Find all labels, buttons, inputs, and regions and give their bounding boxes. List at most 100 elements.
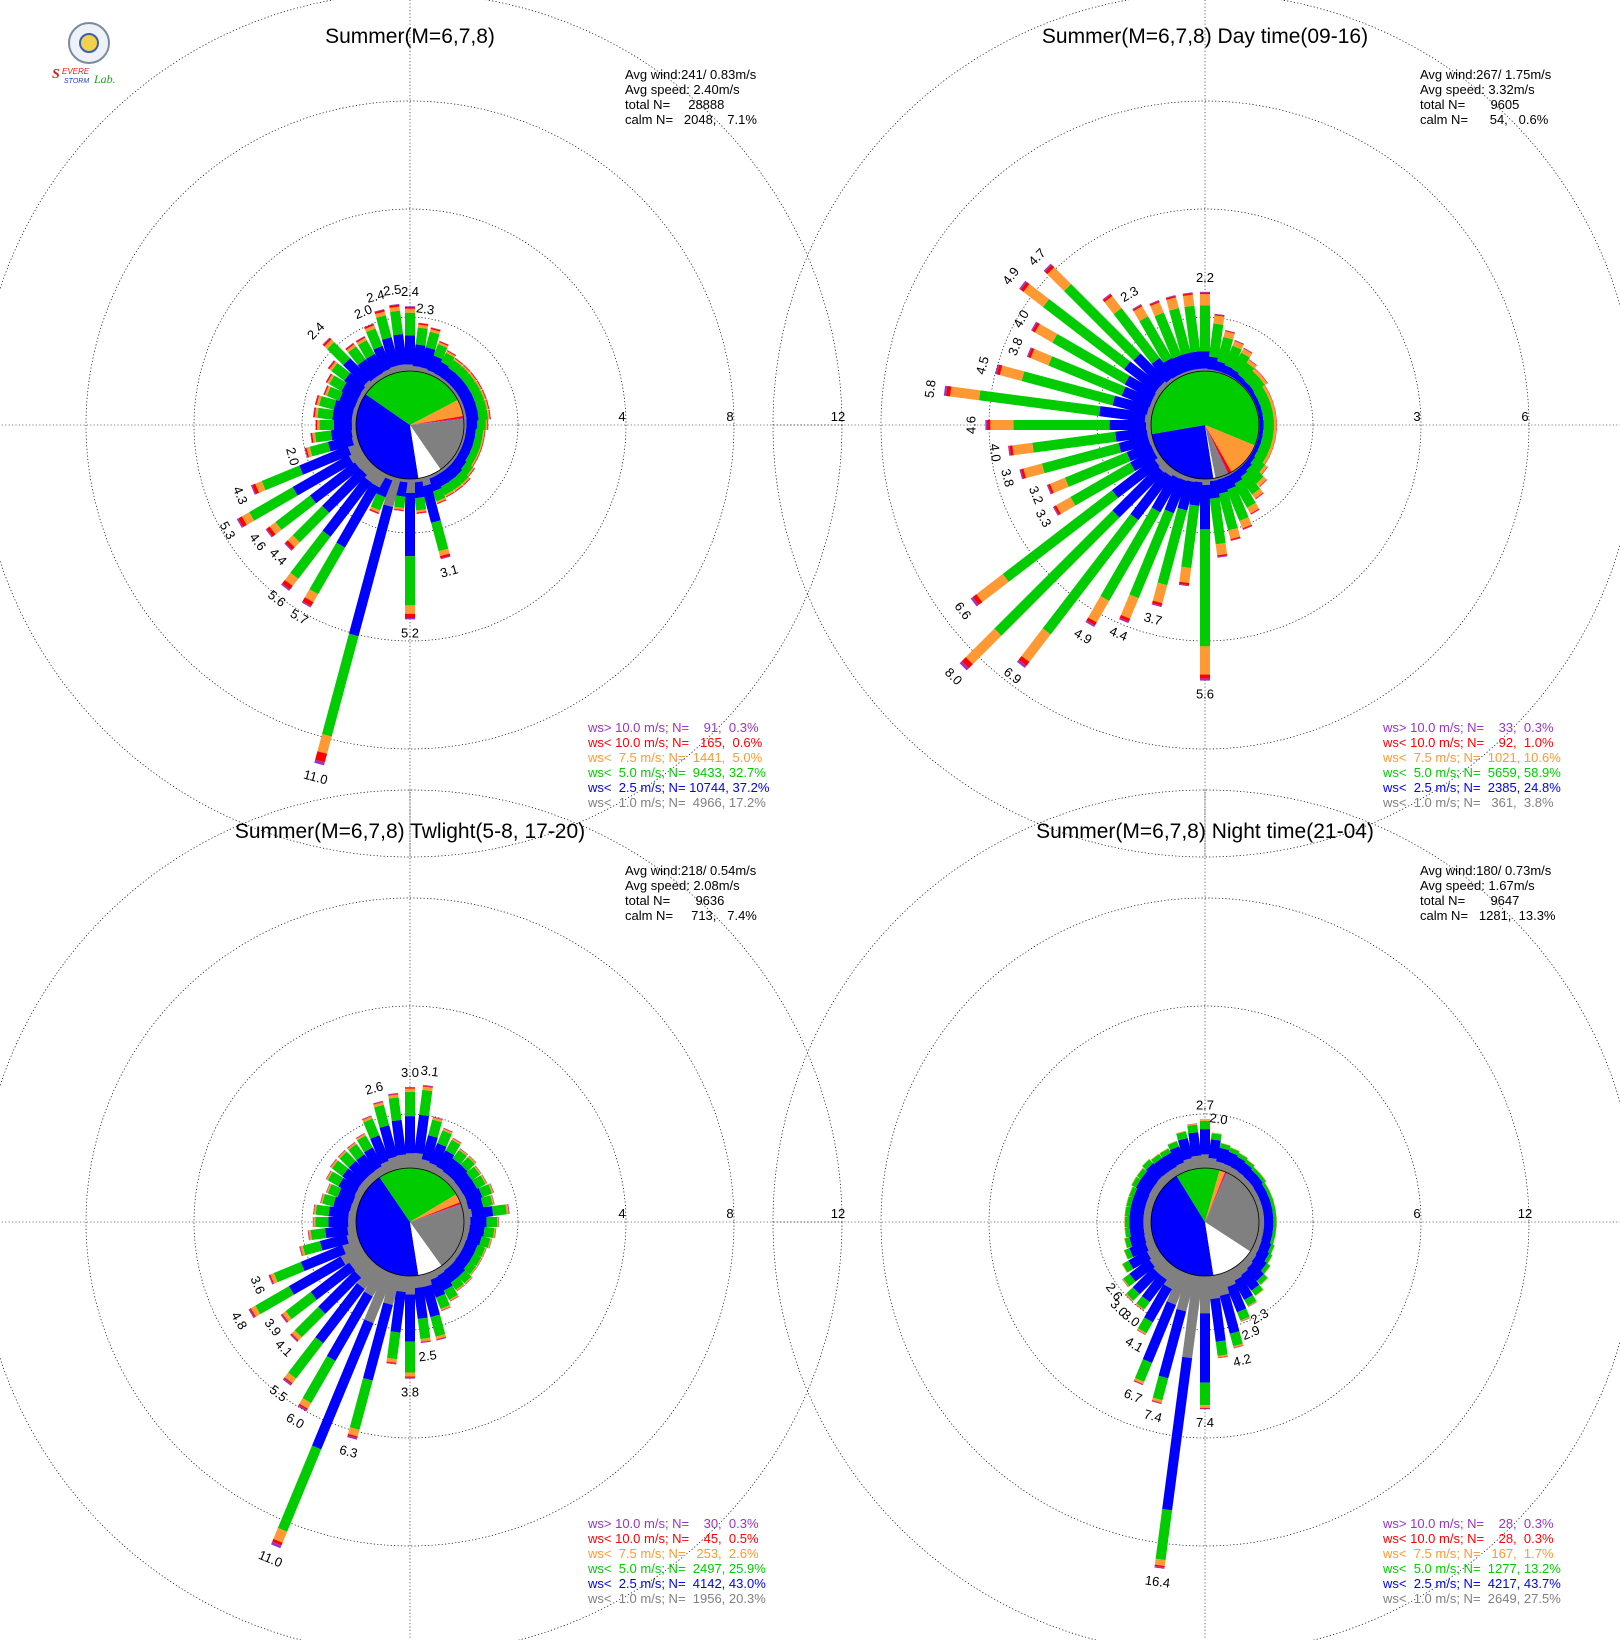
bar-28-seg-5 <box>1085 620 1096 628</box>
bar-0-seg-3 <box>405 308 415 313</box>
bar-8-seg-5 <box>477 380 483 389</box>
bar-12-seg-2 <box>477 420 486 430</box>
bar-38-seg-3 <box>316 395 322 406</box>
bar-42-seg-1 <box>1145 1162 1165 1182</box>
bar-2-seg-5 <box>430 327 441 331</box>
bar-8-seg-4 <box>1264 384 1270 394</box>
bar-23-seg-4 <box>1217 1356 1228 1358</box>
bar-25-seg-1 <box>390 1290 406 1333</box>
bar-13-seg-3 <box>493 1228 496 1239</box>
stats-line-2: total N= 9605 <box>1420 97 1519 112</box>
bar-25-seg-3 <box>393 506 405 511</box>
bar-label-42: 4.7 <box>1025 245 1048 268</box>
bar-10-seg-4 <box>491 1194 495 1205</box>
bar-label-1: 2.3 <box>415 300 435 317</box>
bar-18-seg-3 <box>461 476 471 486</box>
bar-8-seg-2 <box>1261 1181 1270 1193</box>
bar-46-seg-5 <box>373 1100 383 1105</box>
bar-34-seg-3 <box>300 1245 306 1256</box>
legend-entry-5: ws< 1.0 m/s; N= 361, 3.8% <box>1382 795 1554 810</box>
bar-26-seg-3 <box>1152 1397 1163 1403</box>
bar-19-seg-1 <box>440 466 456 483</box>
bar-32-seg-4 <box>238 516 247 528</box>
bar-33-seg-3 <box>255 481 266 493</box>
bar-17-seg-4 <box>1261 466 1268 475</box>
legend-entry-4: ws< 2.5 m/s; N= 4217, 43.7% <box>1382 1576 1561 1591</box>
calm-pie-slice-1 <box>1176 1168 1220 1222</box>
bar-47-seg-2 <box>388 1097 402 1122</box>
bar-33-seg-2 <box>273 1261 305 1283</box>
bar-18-seg-3 <box>464 1276 473 1285</box>
bar-label-21: 2.9 <box>1240 1322 1262 1343</box>
bar-45-seg-2 <box>366 328 383 350</box>
bar-9-seg-3 <box>488 1183 494 1194</box>
bar-10-seg-5 <box>486 399 490 409</box>
bar-45-seg-2 <box>363 1118 380 1139</box>
bar-5-seg-1 <box>1237 1162 1253 1178</box>
bar-12-seg-3 <box>1273 420 1277 430</box>
bar-23-seg-5 <box>1217 1356 1228 1359</box>
bar-41-seg-1 <box>342 1168 365 1189</box>
bar-label-34: 3.8 <box>998 467 1017 488</box>
bar-38-seg-2 <box>1126 1196 1134 1208</box>
bar-0-seg-1 <box>1200 351 1210 369</box>
bar-35-seg-4 <box>308 1230 310 1241</box>
bar-6-seg-2 <box>460 1156 476 1172</box>
wind-rose-panel-3: 4 8 12 3.0 3.1 2.5 3.8 6.3 11.0 6.0 5.5 4.13.9 4.8 3.… <box>0 789 845 1640</box>
bar-31-seg-3 <box>976 573 1009 603</box>
bar-12-seg-2 <box>1263 420 1274 430</box>
bar-28-seg-5 <box>1136 1329 1146 1336</box>
bar-12-seg-3 <box>485 420 488 430</box>
stats-line-3: calm N= 1281, 13.3% <box>1420 908 1556 923</box>
bar-7-seg-2 <box>1249 377 1266 393</box>
bar-10-seg-3 <box>484 399 489 410</box>
bar-26-seg-5 <box>347 1435 358 1440</box>
bar-34-seg-4 <box>299 1246 303 1257</box>
bar-22-seg-5 <box>440 555 451 560</box>
bar-27-seg-5 <box>369 510 379 515</box>
bar-8-seg-2 <box>467 381 481 395</box>
bar-33-seg-3 <box>270 1273 278 1284</box>
bar-22-seg-2 <box>431 520 449 552</box>
bar-30-seg-2 <box>294 1306 326 1338</box>
bar-28-seg-2 <box>1100 507 1161 602</box>
bar-19-seg-4 <box>456 1284 465 1292</box>
ring-label-6: 6 <box>1413 1206 1420 1221</box>
bar-42-seg-2 <box>339 1151 356 1168</box>
bar-33-seg-3 <box>1123 1250 1128 1260</box>
bar-29-seg-5 <box>282 1378 292 1386</box>
bar-25-seg-4 <box>393 508 404 511</box>
bar-19-seg-3 <box>453 484 463 492</box>
legend-entry-4: ws< 2.5 m/s; N= 10744, 37.2% <box>587 780 770 795</box>
bar-34-seg-3 <box>306 446 313 458</box>
bar-label-27: 11.0 <box>256 1547 284 1570</box>
legend-entry-5: ws< 1.0 m/s; N= 2649, 27.5% <box>1382 1591 1561 1606</box>
bar-30-seg-5 <box>959 661 969 671</box>
wind-rose-panel-2: 3692.25.63.74.44.96.98.06.63.33.23.84.04… <box>772 0 1620 858</box>
bar-43-seg-2 <box>1151 1153 1163 1164</box>
bar-26-seg-2 <box>1157 508 1188 586</box>
bar-5-seg-1 <box>440 367 456 384</box>
bar-42-seg-3 <box>324 339 335 350</box>
bar-39-seg-3 <box>326 1183 332 1194</box>
bar-14-seg-2 <box>479 1236 491 1249</box>
bar-41-seg-2 <box>1136 1168 1147 1180</box>
bar-30-seg-5 <box>1125 1294 1133 1302</box>
legend-entry-5: ws< 1.0 m/s; N= 4966, 17.2% <box>587 795 766 810</box>
bar-46-seg-3 <box>373 1102 384 1108</box>
bar-10-seg-3 <box>1272 1198 1276 1209</box>
bar-26-seg-4 <box>347 1433 358 1439</box>
bar-0-seg-5 <box>405 1087 415 1088</box>
calm-pie-slice-6 <box>1205 425 1216 479</box>
bar-27-seg-2 <box>1129 509 1174 599</box>
bar-1-seg-1 <box>414 1114 429 1155</box>
bar-21-seg-2 <box>1237 1308 1250 1321</box>
bar-33-seg-4 <box>1047 483 1054 494</box>
stats-line-3: calm N= 2048, 7.1% <box>625 112 757 127</box>
calm-pie-slice-4 <box>410 417 464 425</box>
bar-22-seg-2 <box>430 1314 446 1337</box>
bar-25-seg-5 <box>393 509 404 512</box>
bar-1-seg-4 <box>1214 314 1225 317</box>
bar-14-seg-3 <box>1270 438 1276 449</box>
bar-32-seg-1 <box>1128 1250 1152 1270</box>
